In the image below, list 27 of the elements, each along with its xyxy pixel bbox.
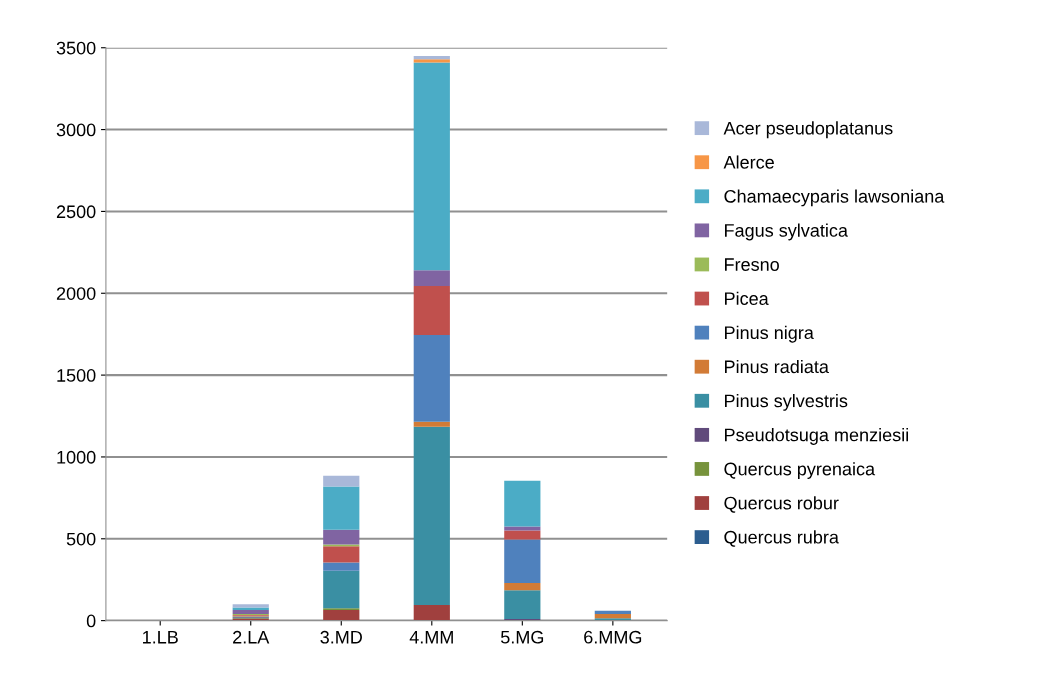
legend-label: Quercus rubra — [724, 530, 839, 547]
legend-label: Pinus sylvestris — [725, 393, 848, 411]
y-tick-label: 1500 — [57, 369, 96, 382]
x-tick-label: 2.LA — [233, 630, 270, 644]
legend-label: Quercus pyrenaica — [724, 462, 876, 479]
x-tick-label: 4.MM — [409, 631, 453, 644]
legend-label: Pinus radiata — [725, 359, 829, 374]
legend-label: Alerce — [723, 155, 774, 169]
y-tick-label: 2500 — [56, 205, 96, 219]
y-tick-label: 3500 — [56, 41, 96, 55]
legend-label: Picea — [725, 291, 769, 305]
x-tick-label: 3.MD — [320, 630, 362, 644]
y-tick-label: 3000 — [56, 123, 96, 137]
legend-label: Chamaecyparis lawsoniana — [724, 189, 945, 207]
legend-label: Fagus sylvatica — [725, 223, 848, 241]
x-tick-label: 1.LB — [143, 631, 178, 644]
y-tick-label: 0 — [86, 614, 96, 628]
legend-label: Acer pseudoplatanus — [723, 121, 893, 139]
y-tick-label: 1000 — [57, 450, 96, 464]
legend-label: Fresno — [725, 258, 779, 271]
x-tick-label: 5.MG — [500, 630, 544, 644]
legend-label: Pseudotsuga menziesii — [725, 428, 908, 445]
legend-label: Pinus nigra — [725, 325, 814, 343]
y-tick-label: 2000 — [56, 287, 96, 300]
legend-label: Quercus robur — [724, 496, 839, 513]
x-tick-label: 6.MMG — [584, 630, 642, 644]
y-tick-label: 500 — [66, 532, 96, 546]
